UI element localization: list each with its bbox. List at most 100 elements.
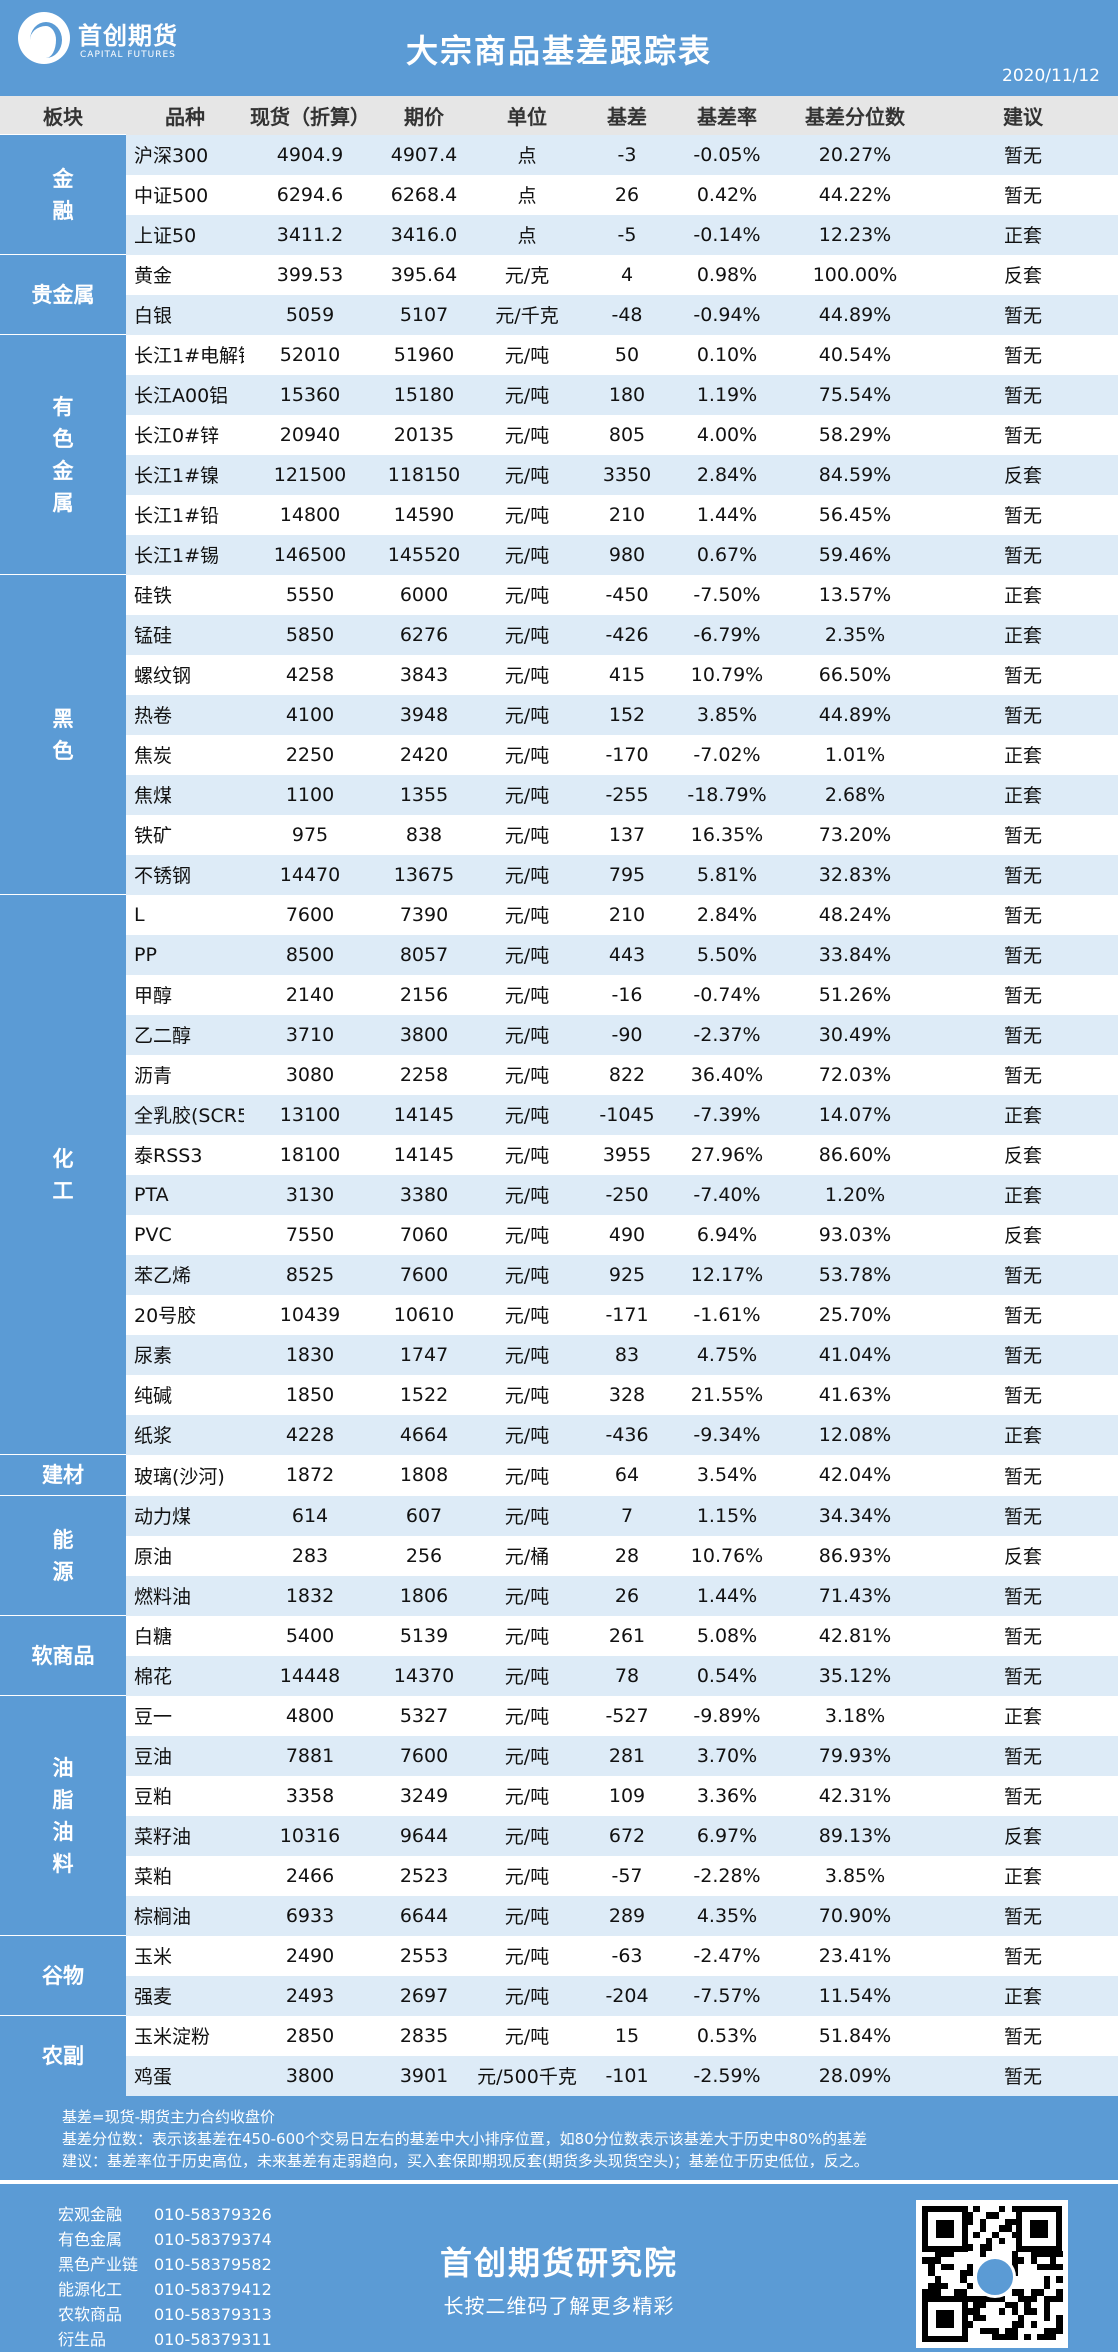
table-row: 农副 玉米淀粉 2850 2835 元/吨 15 0.53% 51.84% 暂无	[0, 2015, 1118, 2096]
unit: 元/吨	[472, 1214, 582, 1255]
spot-price: 2140	[244, 974, 376, 1015]
basis-percentile: 44.89%	[782, 294, 928, 335]
qr-module	[979, 2218, 986, 2226]
unit: 元/吨	[472, 1294, 582, 1335]
qr-module	[1050, 2257, 1057, 2264]
basis: -527	[582, 1695, 672, 1736]
qr-module	[934, 2289, 942, 2296]
futures-price: 2697	[376, 1975, 472, 2016]
basis: -255	[582, 774, 672, 815]
qr-module	[1024, 2308, 1031, 2315]
table-row: 长江1#锡 146500 145520 元/吨 980 0.67% 59.46% 暂无	[0, 534, 1118, 575]
suggestion: 暂无	[928, 534, 1118, 575]
basis: 672	[582, 1815, 672, 1856]
commodity-name: 长江1#锡	[126, 534, 244, 575]
basis-rate: 5.08%	[672, 1615, 782, 1656]
spot-price: 3358	[244, 1775, 376, 1816]
table-row: 泰RSS3 18100 14145 元/吨 3955 27.96% 86.60% 反套	[0, 1134, 1118, 1175]
futures-price: 5139	[376, 1615, 472, 1656]
qr-module	[992, 2334, 999, 2341]
qr-module	[928, 2257, 935, 2264]
futures-price: 1747	[376, 1334, 472, 1375]
qr-module	[1030, 2321, 1038, 2328]
futures-price: 7390	[376, 894, 472, 935]
basis-percentile: 3.18%	[782, 1695, 928, 1736]
table-row: 乙二醇 3710 3800 元/吨 -90 -2.37% 30.49% 暂无	[0, 1014, 1118, 1055]
suggestion: 暂无	[928, 494, 1118, 535]
qr-module	[979, 2295, 986, 2302]
basis: 78	[582, 1655, 672, 1696]
contact-phone: 010-58379311	[154, 2330, 272, 2349]
suggestion: 暂无	[928, 1615, 1118, 1656]
table-body: 金融 沪深300 4904.9 4907.4 点 -3 -0.05% 20.27% 暂无 中证50…	[0, 134, 1118, 2096]
basis-rate: 0.53%	[672, 2015, 782, 2056]
basis-rate: 3.85%	[672, 694, 782, 735]
commodity-name: 黄金	[126, 254, 244, 295]
basis: -57	[582, 1855, 672, 1896]
futures-price: 14145	[376, 1134, 472, 1175]
suggestion: 暂无	[928, 1895, 1118, 1936]
suggestion: 反套	[928, 254, 1118, 295]
unit: 元/吨	[472, 614, 582, 655]
basis-rate: -9.89%	[672, 1695, 782, 1736]
commodity-name: 白银	[126, 294, 244, 335]
unit: 点	[472, 134, 582, 175]
table-row: 焦煤 1100 1355 元/吨 -255 -18.79% 2.68% 正套	[0, 774, 1118, 815]
basis: 137	[582, 814, 672, 855]
suggestion: 正套	[928, 1695, 1118, 1736]
basis: 210	[582, 894, 672, 935]
sector-label: 贵金属	[0, 254, 126, 335]
commodity-name: 玉米	[126, 1935, 244, 1976]
table-row: 燃料油 1832 1806 元/吨 26 1.44% 71.43% 暂无	[0, 1575, 1118, 1616]
qr-module	[986, 2212, 993, 2219]
unit: 元/吨	[472, 414, 582, 455]
futures-price: 395.64	[376, 254, 472, 295]
qr-module	[934, 2282, 942, 2290]
suggestion: 暂无	[928, 2055, 1118, 2096]
suggestion: 正套	[928, 614, 1118, 655]
spot-price: 6294.6	[244, 174, 376, 215]
commodity-name: L	[126, 894, 244, 935]
commodity-name: 铁矿	[126, 814, 244, 855]
spot-price: 3710	[244, 1014, 376, 1055]
sector-label: 建材	[0, 1454, 126, 1496]
suggestion: 反套	[928, 454, 1118, 495]
qr-module	[1043, 2302, 1050, 2309]
table-row: 软商品 白糖 5400 5139 元/吨 261 5.08% 42.81% 暂无	[0, 1615, 1118, 1696]
unit: 元/吨	[472, 894, 582, 935]
futures-price: 118150	[376, 454, 472, 495]
commodity-name: 棉花	[126, 1655, 244, 1696]
suggestion: 正套	[928, 574, 1118, 615]
suggestion: 暂无	[928, 694, 1118, 735]
suggestion: 暂无	[928, 854, 1118, 895]
unit: 元/吨	[472, 1174, 582, 1215]
basis: 805	[582, 414, 672, 455]
basis: 15	[582, 2015, 672, 2056]
qr-module	[960, 2289, 967, 2296]
qr-module	[941, 2282, 948, 2290]
suggestion: 正套	[928, 734, 1118, 775]
suggestion: 暂无	[928, 134, 1118, 175]
basis-rate: -2.47%	[672, 1935, 782, 1976]
spot-price: 1100	[244, 774, 376, 815]
qr-module	[1050, 2334, 1057, 2341]
qr-code-icon[interactable]	[916, 2200, 1068, 2348]
suggestion: 暂无	[928, 1655, 1118, 1696]
commodity-name: 锰硅	[126, 614, 244, 655]
suggestion: 暂无	[928, 1775, 1118, 1816]
suggestion: 暂无	[928, 1054, 1118, 1095]
table-row: 苯乙烯 8525 7600 元/吨 925 12.17% 53.78% 暂无	[0, 1254, 1118, 1295]
basis-rate: 6.97%	[672, 1815, 782, 1856]
contact-item: 能源化工 010-58379412	[58, 2277, 272, 2302]
qr-module	[1011, 2218, 1018, 2226]
futures-price: 2420	[376, 734, 472, 775]
unit: 元/吨	[472, 1815, 582, 1856]
unit: 元/吨	[472, 574, 582, 615]
unit: 元/吨	[472, 734, 582, 775]
unit: 点	[472, 174, 582, 215]
basis-percentile: 51.84%	[782, 2015, 928, 2056]
futures-price: 3416.0	[376, 214, 472, 255]
futures-price: 1355	[376, 774, 472, 815]
basis-rate: 4.00%	[672, 414, 782, 455]
basis-percentile: 14.07%	[782, 1094, 928, 1135]
